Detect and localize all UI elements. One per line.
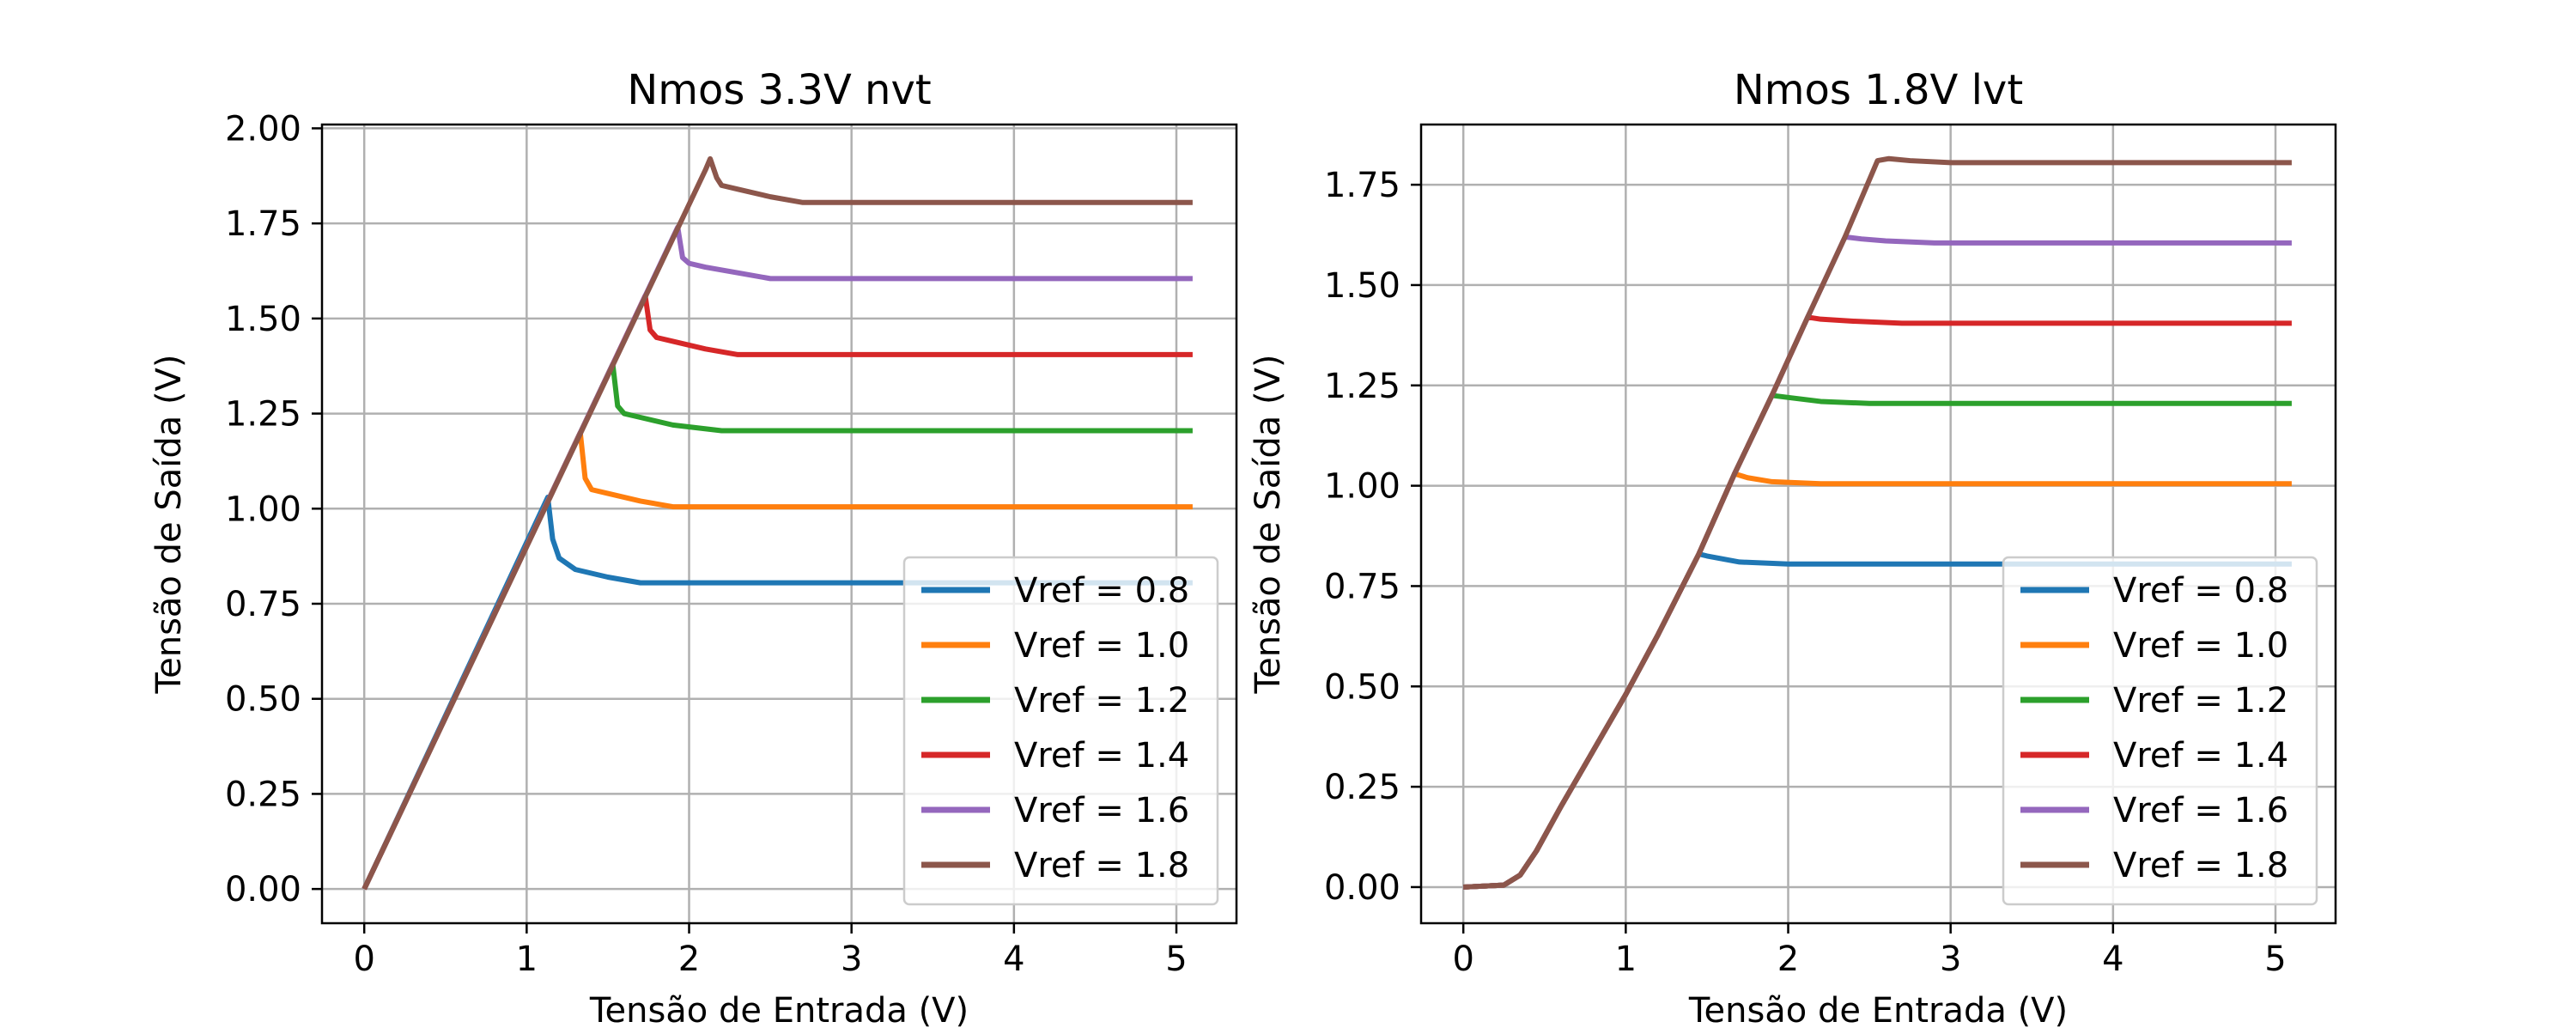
legend: Vref = 0.8 Vref = 1.0 Vref = 1.2 Vref = 1.4… [2002, 556, 2318, 906]
x-tick-label: 0 [1452, 940, 1473, 979]
y-tick-label: 1.00 [1324, 467, 1400, 507]
x-axis-label: Tensão de Entrada (V) [589, 991, 969, 1031]
x-tick-label: 4 [2102, 940, 2123, 979]
x-tick-label: 1 [516, 940, 538, 979]
axes-frame [320, 123, 1238, 925]
y-tick-label: 0.50 [225, 680, 301, 720]
y-tick-label: 1.25 [225, 395, 301, 435]
legend-label: Vref = 1.0 [2113, 626, 2288, 666]
x-tick-label: 5 [1165, 940, 1187, 979]
legend-label: Vref = 1.0 [1014, 626, 1189, 666]
x-tick-label: 4 [1003, 940, 1024, 979]
y-tick-label: 1.75 [225, 204, 301, 244]
x-tick-label: 3 [1940, 940, 1961, 979]
y-axis-label: Tensão de Saída (V) [149, 354, 189, 694]
series-line-vref-1.8 [361, 155, 1193, 891]
x-tick-label: 0 [353, 940, 374, 979]
legend-label: Vref = 1.8 [1014, 846, 1189, 885]
legend-label: Vref = 1.8 [2113, 846, 2288, 885]
y-tick-label: 1.00 [225, 490, 301, 529]
y-tick-label: 0.75 [225, 585, 301, 624]
x-tick-label: 1 [1615, 940, 1637, 979]
series-line-vref-1.6 [361, 224, 1193, 891]
legend-label: Vref = 1.4 [1014, 736, 1189, 776]
series-line-vref-1.0 [361, 429, 1193, 891]
y-tick-label: 1.50 [1324, 266, 1400, 306]
series-line-vref-1.2 [361, 362, 1193, 891]
y-tick-label: 0.00 [1324, 868, 1400, 908]
x-tick-label: 2 [678, 940, 700, 979]
y-tick-label: 0.00 [225, 870, 301, 909]
plot-title: Nmos 3.3V nvt [627, 66, 931, 114]
legend-label: Vref = 1.2 [1014, 681, 1189, 721]
legend-label: Vref = 1.6 [2113, 791, 2288, 830]
legend: Vref = 0.8 Vref = 1.0 Vref = 1.2 Vref = 1.4… [902, 556, 1219, 906]
y-tick-label: 0.25 [1324, 768, 1400, 807]
y-tick-label: 2.00 [225, 109, 301, 149]
y-tick-label: 1.25 [1324, 367, 1400, 406]
x-tick-label: 3 [841, 940, 862, 979]
y-tick-label: 1.50 [225, 300, 301, 339]
y-tick-label: 1.75 [1324, 166, 1400, 205]
plot-panel-1: 0 1 2 3 4 5 0.00 0.25 0.50 0.75 1.00 1.25 1.50 1.75 2.… [149, 66, 1238, 1031]
x-axis-label: Tensão de Entrada (V) [1688, 991, 2068, 1031]
x-tick-label: 5 [2264, 940, 2286, 979]
x-tick-label: 2 [1777, 940, 1799, 979]
legend-label: Vref = 0.8 [2113, 571, 2288, 611]
axes-frame [1419, 123, 2337, 925]
y-tick-label: 0.25 [225, 775, 301, 814]
y-tick-label: 0.50 [1324, 667, 1400, 707]
series-line-vref-1.4 [361, 293, 1193, 891]
plot-title: Nmos 1.8V lvt [1734, 66, 2023, 114]
y-axis-label: Tensão de Saída (V) [1249, 354, 1288, 694]
plot-panel-2: 0 1 2 3 4 5 0.00 0.25 0.50 0.75 1.00 1.25 1.50 1.75 Nm… [1249, 66, 2337, 1031]
legend-label: Vref = 0.8 [1014, 571, 1189, 611]
series-line-vref-1.8 [1463, 155, 2292, 890]
legend-label: Vref = 1.6 [1014, 791, 1189, 830]
legend-label: Vref = 1.4 [2113, 736, 2288, 776]
legend-label: Vref = 1.2 [2113, 681, 2288, 721]
y-tick-label: 0.75 [1324, 567, 1400, 606]
